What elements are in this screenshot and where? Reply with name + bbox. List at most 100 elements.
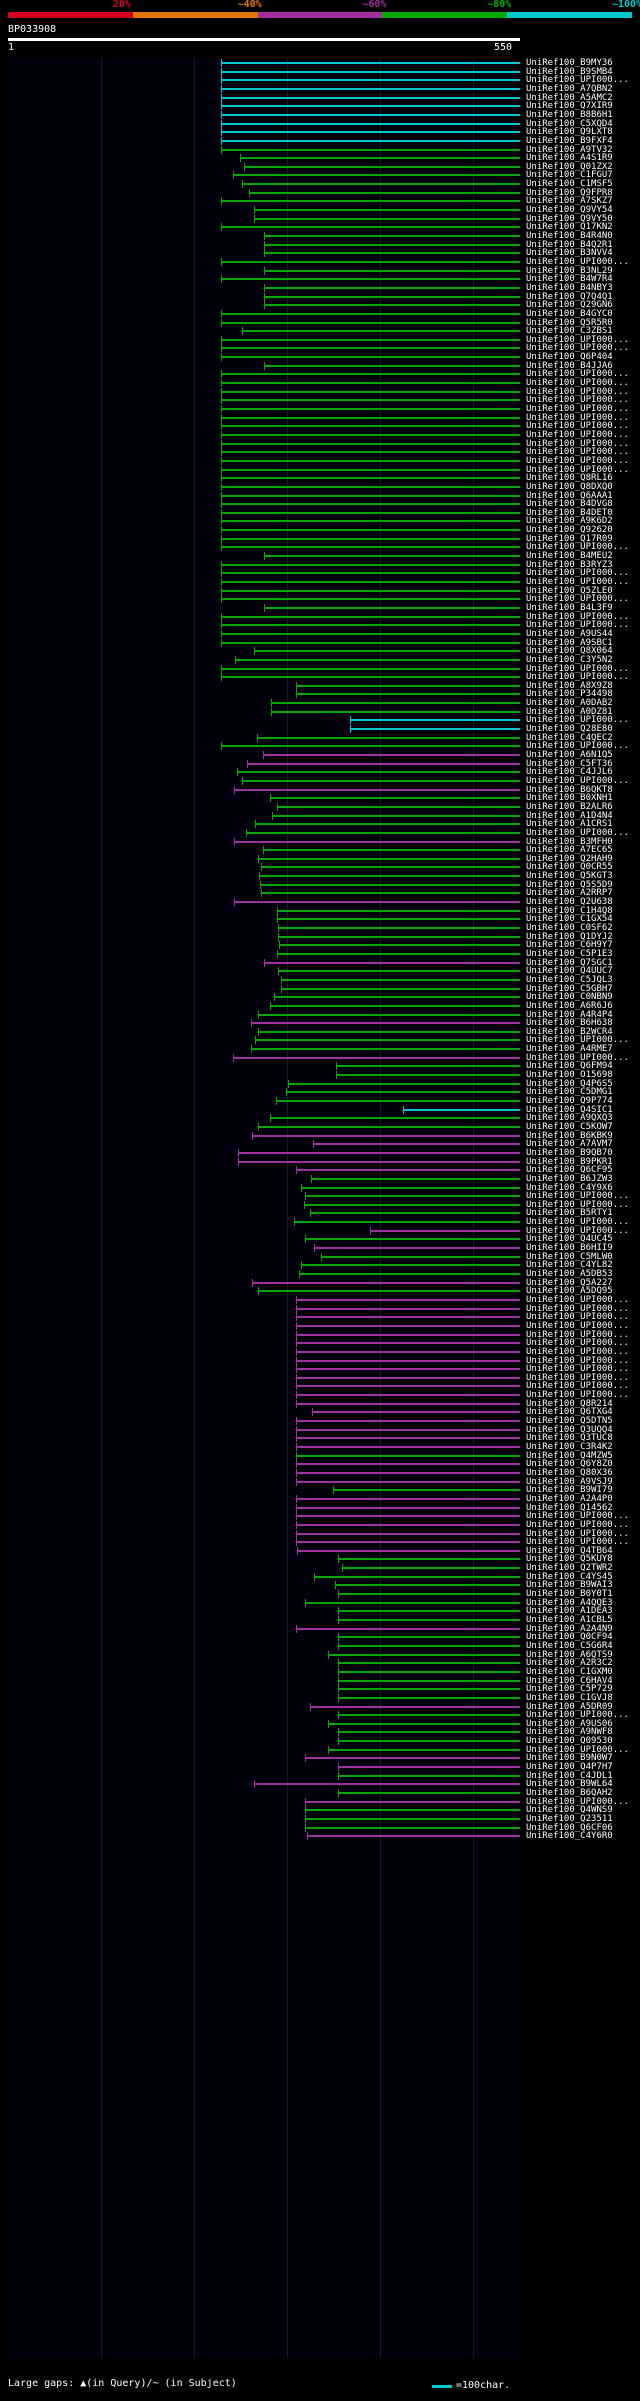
hit-label[interactable]: UniRef100_C1GXM0 [526, 1667, 613, 1677]
alignment-hit[interactable] [264, 293, 520, 301]
hit-label[interactable]: UniRef100_B3NL29 [526, 266, 613, 276]
hit-label[interactable]: UniRef100_Q5DTN5 [526, 1416, 613, 1426]
alignment-hit[interactable] [274, 993, 520, 1001]
hit-label[interactable]: UniRef100_C4YS45 [526, 1572, 613, 1582]
hit-label[interactable]: UniRef100_UPI000... [526, 439, 629, 449]
alignment-hit[interactable] [263, 751, 520, 759]
alignment-hit[interactable] [276, 1097, 520, 1105]
hit-label[interactable]: UniRef100_UPI000... [526, 1330, 629, 1340]
hit-label[interactable]: UniRef100_B9WL64 [526, 1779, 613, 1789]
alignment-hit[interactable] [221, 111, 520, 119]
hit-label[interactable]: UniRef100_P34498 [526, 689, 613, 699]
alignment-hit[interactable] [254, 206, 520, 214]
hit-label[interactable]: UniRef100_UPI000... [526, 1511, 629, 1521]
alignment-hit[interactable] [242, 180, 520, 188]
alignment-hit[interactable] [338, 1659, 520, 1667]
alignment-hit[interactable] [251, 1045, 520, 1053]
alignment-hit[interactable] [221, 310, 520, 318]
hit-label[interactable]: UniRef100_B2WCR4 [526, 1027, 613, 1037]
hit-label[interactable]: UniRef100_UPI000... [526, 395, 629, 405]
hit-label[interactable]: UniRef100_UPI000... [526, 378, 629, 388]
alignment-hit[interactable] [221, 197, 520, 205]
hit-label[interactable]: UniRef100_Q5R5R0 [526, 318, 613, 328]
hit-label[interactable]: UniRef100_C5FT36 [526, 759, 613, 769]
alignment-hit[interactable] [328, 1651, 520, 1659]
alignment-hit[interactable] [221, 431, 520, 439]
alignment-hit[interactable] [264, 552, 520, 560]
hit-label[interactable]: UniRef100_Q6CF95 [526, 1165, 613, 1175]
hit-label[interactable]: UniRef100_B2ALR6 [526, 802, 613, 812]
hit-label[interactable]: UniRef100_Q5KUY8 [526, 1554, 613, 1564]
alignment-hit[interactable] [238, 1158, 520, 1166]
hit-label[interactable]: UniRef100_A2A4N9 [526, 1624, 613, 1634]
hit-label[interactable]: UniRef100_Q3TUC8 [526, 1433, 613, 1443]
alignment-hit[interactable] [251, 1019, 520, 1027]
alignment-hit[interactable] [277, 803, 520, 811]
alignment-hit[interactable] [264, 959, 520, 967]
alignment-hit[interactable] [296, 1382, 520, 1390]
hit-label[interactable]: UniRef100_B4L3F9 [526, 603, 613, 613]
alignment-hit[interactable] [259, 872, 520, 880]
alignment-hit[interactable] [221, 742, 520, 750]
alignment-hit[interactable] [299, 1270, 520, 1278]
hit-label[interactable]: UniRef100_B9MY36 [526, 58, 613, 68]
alignment-hit[interactable] [237, 768, 520, 776]
alignment-hit[interactable] [296, 1313, 520, 1321]
hit-label[interactable]: UniRef100_UPI000... [526, 257, 629, 267]
hit-label[interactable]: UniRef100_A2R3C2 [526, 1658, 613, 1668]
alignment-hit[interactable] [264, 249, 520, 257]
alignment-hit[interactable] [296, 1417, 520, 1425]
alignment-hit[interactable] [278, 924, 520, 932]
alignment-hit[interactable] [296, 1166, 520, 1174]
hit-label[interactable]: UniRef100_C6HAV4 [526, 1676, 613, 1686]
hit-label[interactable]: UniRef100_B6QKT8 [526, 785, 613, 795]
hit-label[interactable]: UniRef100_A9US06 [526, 1719, 613, 1729]
alignment-hit[interactable] [221, 94, 520, 102]
hit-label[interactable]: UniRef100_Q80X36 [526, 1468, 613, 1478]
alignment-hit[interactable] [296, 1348, 520, 1356]
alignment-hit[interactable] [221, 457, 520, 465]
hit-label[interactable]: UniRef100_UPI000... [526, 1226, 629, 1236]
hit-label[interactable]: UniRef100_A9NWF8 [526, 1727, 613, 1737]
alignment-hit[interactable] [304, 1201, 520, 1209]
alignment-hit[interactable] [221, 639, 520, 647]
hit-label[interactable]: UniRef100_B4Q2R1 [526, 240, 613, 250]
alignment-hit[interactable] [221, 353, 520, 361]
alignment-hit[interactable] [221, 223, 520, 231]
alignment-hit[interactable] [338, 1694, 520, 1702]
alignment-hit[interactable] [257, 734, 520, 742]
alignment-hit[interactable] [338, 1763, 520, 1771]
alignment-hit[interactable] [221, 595, 520, 603]
alignment-hit[interactable] [254, 647, 520, 655]
alignment-hit[interactable] [255, 820, 520, 828]
alignment-hit[interactable] [271, 699, 520, 707]
hit-label[interactable]: UniRef100_C3Y5N2 [526, 655, 613, 665]
alignment-hit[interactable] [278, 967, 520, 975]
hit-label[interactable]: UniRef100_C5XQD4 [526, 119, 613, 129]
alignment-hit[interactable] [264, 267, 520, 275]
alignment-hit[interactable] [221, 665, 520, 673]
hit-label[interactable]: UniRef100_Q1DYJ2 [526, 932, 613, 942]
alignment-hit[interactable] [296, 1443, 520, 1451]
hit-label[interactable]: UniRef100_Q7Q4Q1 [526, 292, 613, 302]
alignment-hit[interactable] [221, 526, 520, 534]
hit-label[interactable]: UniRef100_C5KOW7 [526, 1122, 613, 1132]
alignment-hit[interactable] [296, 682, 520, 690]
alignment-hit[interactable] [221, 613, 520, 621]
hit-label[interactable]: UniRef100_C4QEC2 [526, 733, 613, 743]
alignment-hit[interactable] [221, 448, 520, 456]
alignment-hit[interactable] [277, 950, 520, 958]
alignment-hit[interactable] [336, 1071, 520, 1079]
hit-label[interactable]: UniRef100_Q29GN6 [526, 300, 613, 310]
hit-label[interactable]: UniRef100_A5DQ95 [526, 1286, 613, 1296]
hit-label[interactable]: UniRef100_Q09530 [526, 1736, 613, 1746]
alignment-hit[interactable] [296, 1296, 520, 1304]
hit-label[interactable]: UniRef100_C5P1E3 [526, 949, 613, 959]
hit-label[interactable]: UniRef100_Q5S5D9 [526, 880, 613, 890]
hit-label[interactable]: UniRef100_C1MSF5 [526, 179, 613, 189]
alignment-hit[interactable] [301, 1261, 520, 1269]
alignment-hit[interactable] [296, 1331, 520, 1339]
hit-label[interactable]: UniRef100_A4R4P4 [526, 1010, 613, 1020]
hit-label[interactable]: UniRef100_Q6CF06 [526, 1823, 613, 1833]
hit-label[interactable]: UniRef100_Q17R09 [526, 534, 613, 544]
